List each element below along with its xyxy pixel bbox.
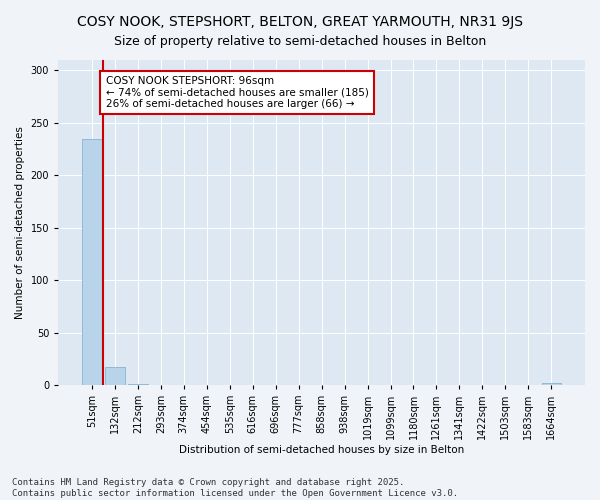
X-axis label: Distribution of semi-detached houses by size in Belton: Distribution of semi-detached houses by …	[179, 445, 464, 455]
Text: COSY NOOK STEPSHORT: 96sqm
← 74% of semi-detached houses are smaller (185)
26% o: COSY NOOK STEPSHORT: 96sqm ← 74% of semi…	[106, 76, 368, 109]
Text: COSY NOOK, STEPSHORT, BELTON, GREAT YARMOUTH, NR31 9JS: COSY NOOK, STEPSHORT, BELTON, GREAT YARM…	[77, 15, 523, 29]
Bar	[542, 383, 561, 385]
Bar	[105, 367, 125, 385]
Bar	[128, 384, 148, 385]
Text: Size of property relative to semi-detached houses in Belton: Size of property relative to semi-detach…	[114, 35, 486, 48]
Y-axis label: Number of semi-detached properties: Number of semi-detached properties	[15, 126, 25, 319]
Bar	[82, 138, 101, 385]
Text: Contains HM Land Registry data © Crown copyright and database right 2025.
Contai: Contains HM Land Registry data © Crown c…	[12, 478, 458, 498]
